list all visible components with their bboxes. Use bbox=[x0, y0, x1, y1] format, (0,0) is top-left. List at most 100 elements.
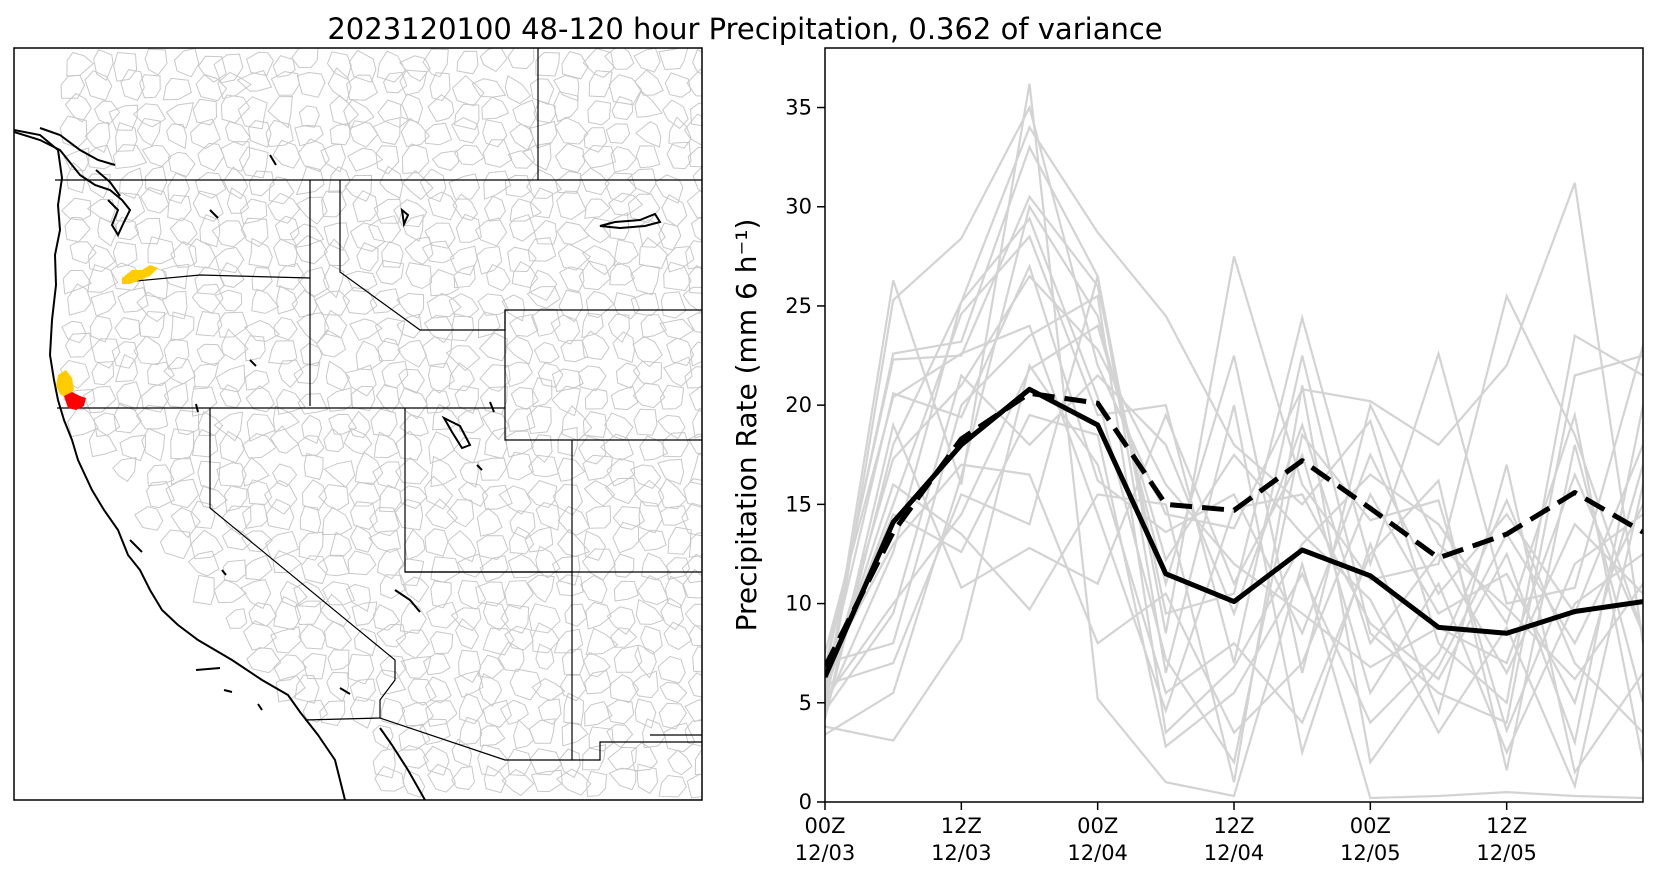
basin-outline bbox=[115, 354, 139, 383]
ensemble-member-line bbox=[825, 203, 1643, 736]
basin-outline bbox=[453, 670, 484, 698]
basin-outline bbox=[446, 530, 477, 563]
basin-outline bbox=[355, 340, 384, 371]
basin-outline bbox=[604, 412, 634, 441]
basin-outline bbox=[293, 581, 326, 608]
basin-outline bbox=[241, 457, 270, 487]
basin-outline bbox=[692, 646, 702, 673]
basin-outline bbox=[583, 127, 608, 153]
basin-outline bbox=[347, 147, 384, 172]
basin-outline bbox=[659, 318, 695, 340]
basin-outline bbox=[581, 144, 617, 169]
basin-outline bbox=[239, 198, 268, 225]
basin-outline bbox=[478, 332, 508, 362]
basin-outline bbox=[215, 364, 246, 393]
basin-outline bbox=[560, 674, 587, 702]
basin-outline bbox=[522, 142, 552, 171]
basin-outline bbox=[272, 550, 302, 573]
basin-outline bbox=[347, 550, 377, 576]
basin-outline bbox=[314, 290, 351, 316]
basin-outline bbox=[61, 197, 92, 221]
basin-outline bbox=[298, 531, 324, 561]
basin-outline bbox=[136, 117, 161, 147]
basin-outline bbox=[633, 48, 661, 73]
basin-outline bbox=[454, 385, 479, 414]
basin-outline bbox=[451, 75, 485, 107]
basin-outline bbox=[423, 653, 451, 676]
basin-outline bbox=[191, 283, 224, 315]
island bbox=[269, 154, 277, 166]
basin-outline bbox=[219, 384, 242, 409]
basin-outline bbox=[382, 71, 408, 94]
basin-outline bbox=[535, 643, 555, 670]
basin-outline bbox=[272, 55, 296, 78]
basin-outline bbox=[220, 141, 251, 172]
basin-outline bbox=[556, 190, 587, 221]
basin-outline bbox=[503, 361, 534, 388]
basin-outline bbox=[322, 264, 345, 299]
basin-outline bbox=[174, 409, 200, 436]
basin-outline bbox=[501, 768, 535, 797]
basin-outline bbox=[632, 335, 663, 368]
basin-map bbox=[13, 47, 703, 801]
ensemble-member-line bbox=[825, 413, 1643, 749]
basin-outline bbox=[195, 311, 223, 337]
basin-outline bbox=[457, 408, 485, 434]
basin-outline bbox=[662, 431, 689, 458]
basin-outline bbox=[132, 103, 167, 128]
basin-outline bbox=[636, 763, 659, 795]
x-tick-label-time: 12Z bbox=[1486, 814, 1527, 838]
basin-outline bbox=[60, 74, 86, 99]
basin-outline bbox=[630, 292, 660, 317]
basin-outline bbox=[683, 113, 702, 146]
basin-outline bbox=[482, 139, 513, 168]
basin-outline bbox=[343, 427, 373, 455]
basin-outline bbox=[399, 414, 430, 437]
basin-outline bbox=[399, 69, 428, 96]
basin-outline bbox=[240, 530, 273, 553]
basin-outline bbox=[561, 51, 589, 80]
basin-outline bbox=[478, 672, 503, 707]
basin-outline bbox=[268, 176, 295, 205]
basin-outline bbox=[117, 287, 149, 313]
basin-outline bbox=[161, 290, 188, 320]
basin-outline bbox=[165, 102, 195, 129]
basin-outline bbox=[430, 556, 461, 583]
basin-outline bbox=[291, 289, 318, 318]
basin-outline bbox=[497, 641, 525, 672]
basin-outline bbox=[552, 74, 580, 102]
basin-outline bbox=[557, 426, 578, 457]
basin-outline bbox=[606, 724, 634, 749]
basin-outline bbox=[268, 340, 298, 365]
basin-outline bbox=[395, 430, 423, 461]
basin-outline bbox=[90, 290, 117, 317]
basin-outline bbox=[531, 622, 560, 654]
lake-outline bbox=[129, 207, 662, 711]
basin-outline bbox=[66, 51, 95, 77]
basin-outline bbox=[557, 457, 586, 482]
basin-outline bbox=[588, 70, 613, 98]
basin-outline bbox=[561, 722, 589, 747]
basin-outline bbox=[217, 311, 249, 338]
basin-outline bbox=[368, 530, 402, 553]
basin-outline bbox=[350, 524, 374, 553]
basin-outline bbox=[599, 433, 634, 461]
highlight-basin-yellow-south bbox=[56, 370, 74, 398]
basin-outline bbox=[564, 603, 588, 627]
basin-outline bbox=[321, 581, 356, 606]
basin-outline bbox=[445, 345, 481, 372]
basin-outline bbox=[289, 223, 325, 248]
basin-outline bbox=[198, 485, 228, 510]
y-tick-label: 25 bbox=[785, 294, 812, 318]
basin-outline bbox=[630, 264, 661, 296]
basin-outline bbox=[663, 261, 692, 292]
ensemble-lines bbox=[825, 83, 1643, 800]
basin-outline bbox=[87, 264, 119, 293]
basin-outline bbox=[507, 48, 535, 70]
basin-outline bbox=[634, 90, 663, 118]
basin-outline bbox=[526, 574, 555, 603]
basin-outline bbox=[345, 583, 371, 612]
y-tick-label: 5 bbox=[799, 691, 812, 715]
basin-outline bbox=[449, 245, 478, 276]
basin-outline bbox=[115, 121, 138, 152]
